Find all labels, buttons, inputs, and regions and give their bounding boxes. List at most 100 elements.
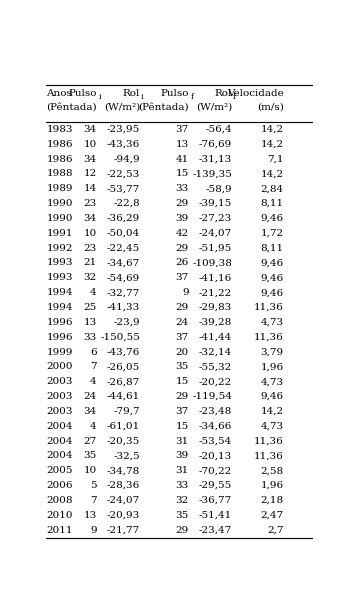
Text: 32: 32 <box>83 274 97 282</box>
Text: 2004: 2004 <box>47 422 73 431</box>
Text: 25: 25 <box>83 303 97 312</box>
Text: 27: 27 <box>83 436 97 446</box>
Text: 7,1: 7,1 <box>267 155 284 163</box>
Text: 34: 34 <box>83 407 97 416</box>
Text: (W/m²): (W/m²) <box>104 102 140 111</box>
Text: 2003: 2003 <box>47 392 73 401</box>
Text: -53,77: -53,77 <box>107 184 140 193</box>
Text: 11,36: 11,36 <box>254 303 284 312</box>
Text: 9,46: 9,46 <box>261 258 284 267</box>
Text: 14: 14 <box>83 184 97 193</box>
Text: -21,22: -21,22 <box>199 288 232 297</box>
Text: -27,23: -27,23 <box>199 214 232 223</box>
Text: -41,16: -41,16 <box>199 274 232 282</box>
Text: 21: 21 <box>83 258 97 267</box>
Text: -150,55: -150,55 <box>100 333 140 341</box>
Text: -34,78: -34,78 <box>107 466 140 476</box>
Text: 10: 10 <box>83 140 97 149</box>
Text: 3,79: 3,79 <box>261 348 284 357</box>
Text: 10: 10 <box>83 229 97 238</box>
Text: Pulso: Pulso <box>160 89 189 99</box>
Text: 1,96: 1,96 <box>261 362 284 371</box>
Text: -94,9: -94,9 <box>113 155 140 163</box>
Text: 2008: 2008 <box>47 496 73 505</box>
Text: -36,29: -36,29 <box>107 214 140 223</box>
Text: 26: 26 <box>176 258 189 267</box>
Text: -41,44: -41,44 <box>199 333 232 341</box>
Text: 39: 39 <box>176 214 189 223</box>
Text: 2003: 2003 <box>47 407 73 416</box>
Text: 2006: 2006 <box>47 481 73 490</box>
Text: 8,11: 8,11 <box>261 244 284 253</box>
Text: -43,36: -43,36 <box>107 140 140 149</box>
Text: -51,95: -51,95 <box>199 244 232 253</box>
Text: f: f <box>190 93 194 101</box>
Text: 13: 13 <box>83 511 97 520</box>
Text: 6: 6 <box>90 348 97 357</box>
Text: 1986: 1986 <box>47 155 73 163</box>
Text: 31: 31 <box>176 466 189 476</box>
Text: -26,05: -26,05 <box>107 362 140 371</box>
Text: 14,2: 14,2 <box>261 170 284 179</box>
Text: 32: 32 <box>176 496 189 505</box>
Text: 37: 37 <box>176 333 189 341</box>
Text: (m/s): (m/s) <box>257 102 284 111</box>
Text: 11,36: 11,36 <box>254 436 284 446</box>
Text: -22,8: -22,8 <box>113 199 140 208</box>
Text: Velocidade: Velocidade <box>227 89 284 99</box>
Text: 2004: 2004 <box>47 436 73 446</box>
Text: -28,36: -28,36 <box>107 481 140 490</box>
Text: 14,2: 14,2 <box>261 125 284 134</box>
Text: -34,66: -34,66 <box>199 422 232 431</box>
Text: 13: 13 <box>176 140 189 149</box>
Text: 35: 35 <box>176 511 189 520</box>
Text: 9,46: 9,46 <box>261 392 284 401</box>
Text: 8,11: 8,11 <box>261 199 284 208</box>
Text: 34: 34 <box>83 155 97 163</box>
Text: (Pêntada): (Pêntada) <box>46 102 97 111</box>
Text: 1992: 1992 <box>47 244 73 253</box>
Text: 1990: 1990 <box>47 214 73 223</box>
Text: 35: 35 <box>176 362 189 371</box>
Text: 1993: 1993 <box>47 274 73 282</box>
Text: 1994: 1994 <box>47 288 73 297</box>
Text: -32,14: -32,14 <box>199 348 232 357</box>
Text: 15: 15 <box>176 377 189 386</box>
Text: -70,22: -70,22 <box>199 466 232 476</box>
Text: 1990: 1990 <box>47 199 73 208</box>
Text: 2000: 2000 <box>47 362 73 371</box>
Text: -58,9: -58,9 <box>206 184 232 193</box>
Text: 11,36: 11,36 <box>254 452 284 460</box>
Text: 1994: 1994 <box>47 303 73 312</box>
Text: -79,7: -79,7 <box>113 407 140 416</box>
Text: -20,35: -20,35 <box>107 436 140 446</box>
Text: -22,53: -22,53 <box>107 170 140 179</box>
Text: 1991: 1991 <box>47 229 73 238</box>
Text: 12: 12 <box>83 170 97 179</box>
Text: 2010: 2010 <box>47 511 73 520</box>
Text: 42: 42 <box>176 229 189 238</box>
Text: 1996: 1996 <box>47 333 73 341</box>
Text: -23,95: -23,95 <box>107 125 140 134</box>
Text: (Pêntada): (Pêntada) <box>138 102 189 111</box>
Text: 31: 31 <box>176 436 189 446</box>
Text: -39,28: -39,28 <box>199 318 232 327</box>
Text: 15: 15 <box>176 422 189 431</box>
Text: -26,87: -26,87 <box>107 377 140 386</box>
Text: 23: 23 <box>83 244 97 253</box>
Text: -29,83: -29,83 <box>199 303 232 312</box>
Text: Anos: Anos <box>47 89 72 99</box>
Text: 1,96: 1,96 <box>261 481 284 490</box>
Text: Rol: Rol <box>215 89 232 99</box>
Text: 23: 23 <box>83 199 97 208</box>
Text: -55,32: -55,32 <box>199 362 232 371</box>
Text: 2011: 2011 <box>47 526 73 535</box>
Text: 13: 13 <box>83 318 97 327</box>
Text: 4: 4 <box>90 377 97 386</box>
Text: -50,04: -50,04 <box>107 229 140 238</box>
Text: -36,77: -36,77 <box>199 496 232 505</box>
Text: 33: 33 <box>83 333 97 341</box>
Text: 4: 4 <box>90 422 97 431</box>
Text: 35: 35 <box>83 452 97 460</box>
Text: 4,73: 4,73 <box>261 318 284 327</box>
